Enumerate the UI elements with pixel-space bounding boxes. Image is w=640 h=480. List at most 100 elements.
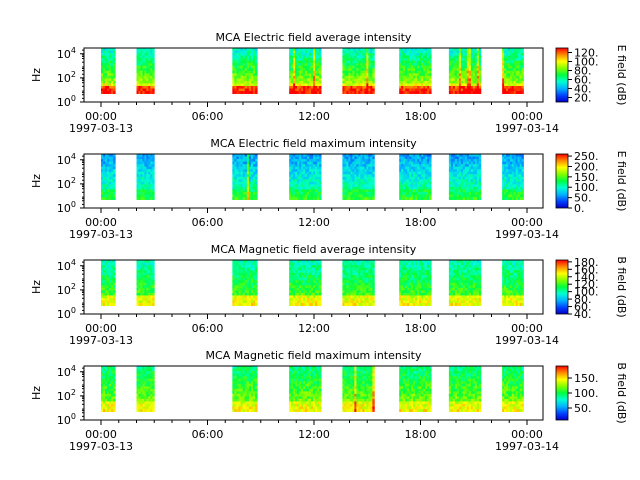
spectrogram-cell — [150, 88, 153, 92]
spectrogram-cell — [448, 80, 452, 84]
spectrogram-cell — [244, 55, 248, 59]
spectrogram-cell — [403, 73, 406, 77]
spectrogram-cell — [403, 58, 406, 62]
spectrogram-cell — [507, 184, 511, 188]
spectrogram-cell — [305, 287, 308, 291]
spectrogram-cell — [305, 260, 308, 263]
spectrogram-cell — [248, 267, 252, 271]
spectrogram-cell — [236, 169, 239, 173]
spectrogram-cell — [413, 60, 416, 64]
spectrogram-cell — [399, 303, 402, 306]
spectrogram-cell — [111, 58, 114, 62]
spectrogram-cell — [305, 297, 308, 301]
spectrogram-cell — [478, 154, 482, 157]
spectrogram-cell — [305, 270, 308, 274]
spectrogram-cell — [342, 75, 345, 79]
spectrogram-cell — [407, 88, 410, 92]
spectrogram-cell — [452, 65, 456, 69]
spectrogram-cell — [423, 78, 426, 82]
spectrogram-cell — [301, 78, 304, 82]
spectrogram-cell — [354, 290, 357, 294]
spectrogram-cell — [248, 186, 252, 190]
spectrogram-cell — [454, 53, 458, 56]
spectrogram-cell — [293, 73, 296, 77]
spectrogram-cell — [234, 159, 237, 162]
spectrogram-cell — [315, 85, 318, 89]
spectrogram-cell — [315, 290, 318, 294]
spectrogram-cell — [319, 166, 322, 170]
spectrogram-cell — [150, 159, 153, 162]
spectrogram-cell — [450, 48, 454, 51]
spectrogram-cell — [346, 83, 349, 87]
spectrogram-cell — [364, 275, 367, 279]
spectrogram-cell — [358, 300, 361, 304]
spectrogram-cell — [313, 287, 316, 291]
spectrogram-cell — [352, 50, 355, 54]
spectrogram-cell — [456, 186, 460, 190]
spectrogram-cell — [299, 184, 302, 188]
spectrogram-cell — [295, 154, 298, 157]
spectrogram-cell — [472, 176, 476, 180]
spectrogram-cell — [253, 272, 256, 276]
spectrogram-cell — [474, 171, 478, 175]
spectrogram-cell — [517, 174, 520, 178]
spectrogram-cell — [362, 48, 365, 51]
spectrogram-cell — [466, 55, 470, 59]
spectrogram-cell — [454, 154, 458, 157]
spectrogram-cell — [250, 75, 254, 79]
spectrogram-cell — [366, 50, 369, 54]
spectrogram-cell — [238, 262, 242, 266]
spectrogram-cell — [315, 277, 318, 281]
spectrogram-cell — [244, 181, 248, 185]
spectrogram-cell — [421, 164, 424, 168]
spectrogram-cell — [509, 78, 513, 82]
spectrogram-cell — [246, 68, 250, 72]
spectrogram-cell — [140, 85, 143, 89]
spectrogram-cell — [297, 83, 300, 87]
spectrogram-cell — [144, 88, 147, 92]
spectrogram-cell — [464, 85, 468, 89]
spectrogram-cell — [305, 265, 308, 268]
spectrogram-cell — [372, 65, 375, 69]
spectrogram-cell — [521, 55, 524, 59]
spectrogram-cell — [150, 280, 153, 284]
spectrogram-cell — [513, 176, 517, 180]
spectrogram-cell — [101, 295, 104, 299]
spectrogram-cell — [352, 181, 355, 185]
spectrogram-cell — [399, 65, 402, 69]
spectrogram-cell — [103, 161, 106, 165]
spectrogram-cell — [291, 58, 294, 62]
spectrogram-cell — [238, 184, 242, 188]
spectrogram-cell — [344, 275, 347, 279]
spectrogram-cell — [113, 262, 116, 266]
spectrogram-cell — [107, 65, 110, 69]
spectrogram-cell — [478, 166, 482, 170]
spectrogram-cell — [399, 174, 402, 178]
spectrogram-cell — [401, 280, 404, 284]
spectrogram-cell — [289, 55, 292, 59]
spectrogram-cell — [504, 186, 507, 190]
spectrogram-cell — [368, 267, 371, 271]
spectrogram-cell — [313, 85, 316, 89]
spectrogram-cell — [466, 80, 470, 84]
spectrogram-cell — [146, 303, 149, 306]
spectrogram-cell — [295, 68, 298, 72]
spectrogram-cell — [358, 191, 361, 195]
spectrogram-cell — [107, 186, 110, 190]
spectrogram-cell — [234, 292, 237, 296]
spectrogram-cell — [366, 159, 369, 162]
spectrogram-cell — [448, 169, 452, 173]
spectrogram-cell — [232, 63, 235, 67]
spectrogram-cell — [299, 186, 302, 190]
spectrogram-cell — [136, 282, 139, 286]
spectrogram-cell — [113, 164, 116, 168]
spectrogram-cell — [399, 189, 402, 193]
spectrogram-cell — [250, 282, 254, 286]
spectrogram-cell — [362, 176, 365, 180]
spectrogram-cell — [136, 265, 139, 268]
spectrogram-cell — [101, 300, 104, 304]
spectrogram-cell — [315, 303, 318, 306]
spectrogram-cell — [370, 181, 373, 185]
spectrogram-cell — [411, 83, 414, 87]
spectrogram-cell — [458, 73, 462, 77]
